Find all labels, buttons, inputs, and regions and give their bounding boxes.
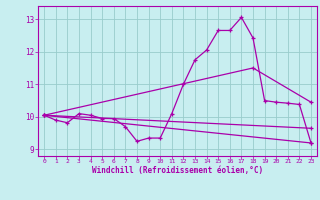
X-axis label: Windchill (Refroidissement éolien,°C): Windchill (Refroidissement éolien,°C)	[92, 166, 263, 175]
